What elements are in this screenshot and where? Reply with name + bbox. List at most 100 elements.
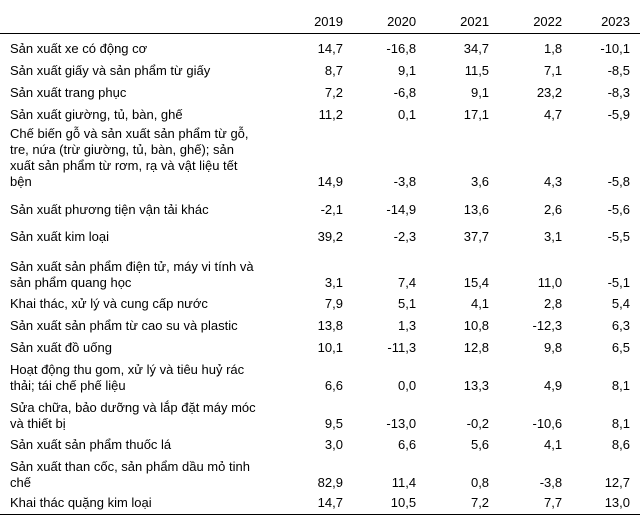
table-row: Sản xuất trang phục 7,2 -6,8 9,1 23,2 -8,3 bbox=[0, 82, 640, 104]
row-label: Sản xuất trang phục bbox=[10, 85, 127, 100]
cell-value: 39,2 bbox=[317, 229, 343, 244]
table-row: Sản xuất than cốc, sản phẩm dầu mỏ tinh … bbox=[0, 456, 640, 494]
cell-value: 4,9 bbox=[544, 378, 563, 393]
cell-value: 14,7 bbox=[317, 494, 343, 510]
cell-value: 5,1 bbox=[397, 296, 417, 311]
cell-value: 3,1 bbox=[324, 275, 343, 290]
cell-value: 8,6 bbox=[611, 437, 630, 452]
cell-value: 6,6 bbox=[324, 378, 343, 393]
cell-value: 6,5 bbox=[611, 340, 630, 355]
cell-value: 0,1 bbox=[397, 107, 417, 122]
cell-value: 14,9 bbox=[317, 174, 343, 189]
cell-value: 7,9 bbox=[324, 296, 343, 311]
cell-value: 7,7 bbox=[544, 494, 563, 510]
cell-value: 7,2 bbox=[324, 85, 343, 100]
cell-value: 9,1 bbox=[397, 63, 417, 78]
cell-value: 14,7 bbox=[317, 41, 343, 56]
row-label: Hoạt động thu gom, xử lý và tiêu huỷ rác… bbox=[10, 362, 245, 393]
header-cell: 2019 bbox=[314, 13, 343, 29]
row-label: Sản xuất sản phẩm thuốc lá bbox=[10, 437, 172, 452]
row-label: Sản xuất phương tiện vận tải khác bbox=[10, 202, 209, 217]
cell-value: 23,2 bbox=[536, 85, 563, 100]
cell-value: 9,5 bbox=[324, 416, 343, 431]
header-cell: 2022 bbox=[533, 13, 563, 29]
cell-value: 10,1 bbox=[317, 340, 343, 355]
cell-value: -10,1 bbox=[600, 41, 630, 56]
row-label: Sửa chữa, bảo dưỡng và lắp đặt máy móc v… bbox=[10, 400, 256, 431]
table-row: Sản xuất sản phẩm thuốc lá 3,0 6,6 5,6 4,1 8,… bbox=[0, 435, 640, 456]
table-row: Sản xuất đồ uống 10,1 -11,3 12,8 9,8 6,5 bbox=[0, 337, 640, 359]
cell-value: 10,8 bbox=[463, 318, 490, 333]
row-label: Khai thác, xử lý và cung cấp nước bbox=[10, 296, 208, 311]
row-label: Sản xuất giấy và sản phẩm từ giấy bbox=[10, 63, 211, 78]
table-row: Sản xuất giấy và sản phẩm từ giấy 8,7 9,1 1… bbox=[0, 60, 640, 82]
row-label: Sản xuất sản phẩm từ cao su và plastic bbox=[10, 318, 238, 333]
cell-value: 13,3 bbox=[463, 378, 490, 393]
cell-value: 3,0 bbox=[324, 437, 343, 452]
data-table: 2019 2020 2021 2022 2023 Sản xuất xe có động… bbox=[0, 0, 640, 514]
cell-value: -16,8 bbox=[386, 41, 417, 56]
cell-value: 10,5 bbox=[390, 494, 417, 510]
cell-value: 1,8 bbox=[544, 41, 563, 56]
header-cell bbox=[0, 0, 280, 33]
table-row: Sản xuất sản phẩm từ cao su và plastic 13… bbox=[0, 315, 640, 337]
row-label: Sản xuất than cốc, sản phẩm dầu mỏ tinh … bbox=[10, 459, 250, 490]
cell-value: 9,8 bbox=[544, 340, 563, 355]
cell-value: 1,3 bbox=[397, 318, 417, 333]
cell-value: 5,4 bbox=[611, 296, 630, 311]
cell-value: 0,0 bbox=[397, 378, 417, 393]
cell-value: 11,4 bbox=[391, 475, 417, 490]
cell-value: 8,7 bbox=[324, 63, 343, 78]
cell-value: 7,2 bbox=[470, 494, 490, 510]
cell-value: 34,7 bbox=[463, 41, 490, 56]
cell-value: 37,7 bbox=[463, 229, 490, 244]
cell-value: 13,8 bbox=[317, 318, 343, 333]
cell-value: 7,1 bbox=[544, 63, 563, 78]
cell-value: 4,1 bbox=[470, 296, 490, 311]
cell-value: 11,0 bbox=[537, 275, 563, 290]
cell-value: 12,7 bbox=[604, 475, 630, 490]
cell-value: 3,6 bbox=[470, 174, 490, 189]
row-label: Sản xuất sản phẩm điện tử, máy vi tính v… bbox=[10, 259, 254, 290]
cell-value: -0,2 bbox=[466, 416, 490, 431]
row-label: Khai thác quặng kim loại bbox=[10, 494, 152, 510]
cell-value: -5,5 bbox=[607, 229, 630, 244]
cell-value: -5,6 bbox=[607, 202, 630, 217]
header-cell: 2021 bbox=[460, 13, 490, 29]
cell-value: 12,8 bbox=[463, 340, 490, 355]
row-label: Sản xuất xe có động cơ bbox=[10, 41, 148, 56]
cell-value: -5,1 bbox=[607, 275, 630, 290]
table-row: Sản xuất sản phẩm điện tử, máy vi tính v… bbox=[0, 248, 640, 294]
table-row: Sản xuất phương tiện vận tải khác -2,1 -14… bbox=[0, 193, 640, 221]
cell-value: -13,0 bbox=[386, 416, 417, 431]
table-row: Khai thác quặng kim loại 14,7 10,5 7,2 7,7 13… bbox=[0, 494, 640, 514]
cell-value: 8,1 bbox=[611, 416, 630, 431]
cell-value: -14,9 bbox=[386, 202, 417, 217]
row-label: Sản xuất kim loại bbox=[10, 229, 109, 244]
cell-value: -11,3 bbox=[387, 340, 417, 355]
cell-value: 9,1 bbox=[470, 85, 490, 100]
cell-value: 7,4 bbox=[397, 275, 417, 290]
cell-value: -5,8 bbox=[607, 174, 630, 189]
cell-value: 82,9 bbox=[317, 475, 343, 490]
cell-value: 5,6 bbox=[470, 437, 490, 452]
cell-value: -3,8 bbox=[393, 174, 417, 189]
cell-value: 4,1 bbox=[544, 437, 563, 452]
table-row: Sản xuất giường, tủ, bàn, ghế 11,2 0,1 17,1… bbox=[0, 104, 640, 126]
cell-value: 4,7 bbox=[544, 107, 563, 122]
table-row: Hoạt động thu gom, xử lý và tiêu huỷ rác… bbox=[0, 359, 640, 397]
cell-value: -10,6 bbox=[532, 416, 563, 431]
header-cell: 2020 bbox=[387, 13, 417, 29]
cell-value: 6,6 bbox=[397, 437, 417, 452]
header-row: 2019 2020 2021 2022 2023 bbox=[0, 0, 640, 33]
table-row: Chế biến gỗ và sản xuất sản phẩm từ gỗ, … bbox=[0, 126, 640, 193]
cell-value: -3,8 bbox=[539, 475, 563, 490]
header-cell: 2023 bbox=[601, 13, 630, 29]
cell-value: 11,2 bbox=[318, 107, 343, 122]
cell-value: 13,6 bbox=[463, 202, 490, 217]
cell-value: -2,3 bbox=[393, 229, 417, 244]
cell-value: 15,4 bbox=[463, 275, 490, 290]
cell-value: 0,8 bbox=[470, 475, 490, 490]
cell-value: -6,8 bbox=[393, 85, 417, 100]
